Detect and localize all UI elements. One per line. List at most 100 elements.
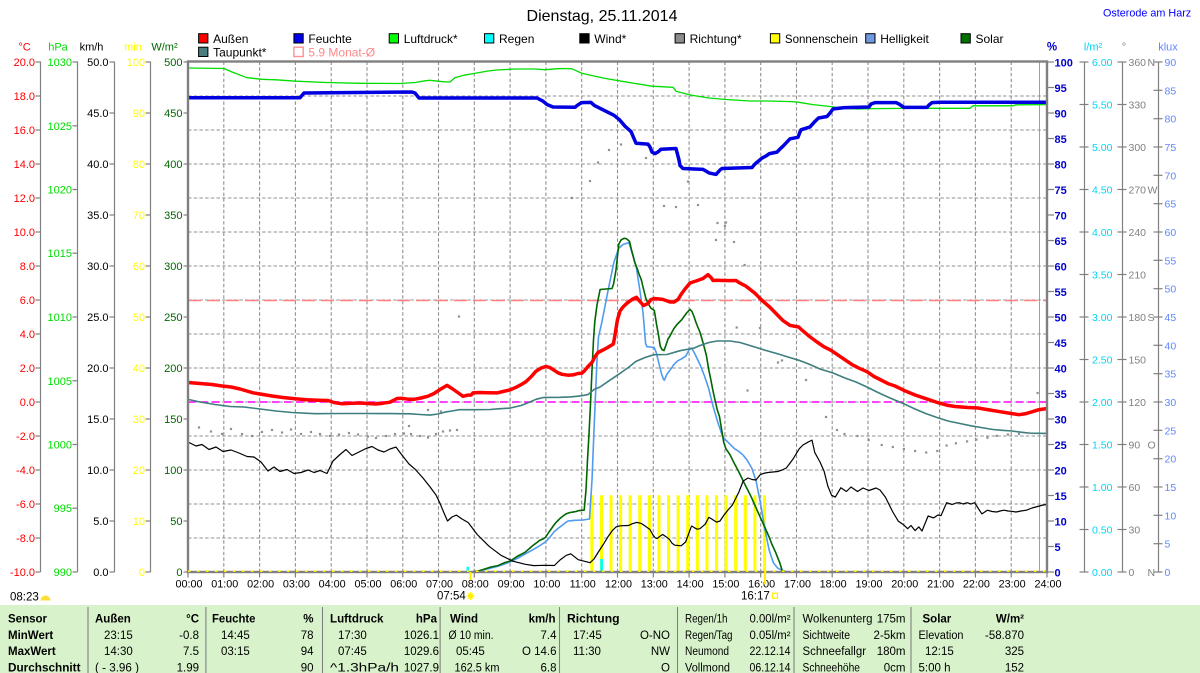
svg-text:hPa: hPa: [416, 614, 438, 626]
svg-text:Schneehöhe: Schneehöhe: [803, 662, 861, 673]
svg-text:6.8: 6.8: [541, 662, 557, 673]
svg-text:2-5km: 2-5km: [874, 630, 906, 642]
svg-text:W/m²: W/m²: [996, 614, 1024, 626]
svg-text:90: 90: [133, 108, 145, 120]
svg-text:20.0: 20.0: [87, 363, 108, 375]
svg-text:Regen: Regen: [499, 32, 534, 46]
svg-text:75: 75: [1055, 185, 1067, 197]
svg-text:Solar: Solar: [976, 32, 1004, 46]
svg-text:22:00: 22:00: [963, 579, 990, 591]
svg-text:07:54: 07:54: [437, 591, 466, 603]
svg-text:23:00: 23:00: [999, 579, 1026, 591]
svg-text:12:00: 12:00: [605, 579, 632, 591]
svg-text:-2.0: -2.0: [16, 431, 35, 443]
svg-text:10:00: 10:00: [533, 579, 560, 591]
svg-text:km/h: km/h: [529, 614, 556, 626]
svg-text:200: 200: [164, 363, 182, 375]
svg-text:70: 70: [1165, 170, 1177, 182]
svg-text:1027.9: 1027.9: [404, 662, 439, 673]
svg-text:990: 990: [54, 567, 72, 579]
svg-text:Richtung: Richtung: [567, 614, 620, 626]
svg-text:Richtung*: Richtung*: [690, 32, 742, 46]
svg-text:hPa: hPa: [48, 42, 68, 54]
svg-text:16:00: 16:00: [748, 579, 775, 591]
svg-text:-0.8: -0.8: [179, 630, 199, 642]
svg-text:78: 78: [301, 630, 314, 642]
svg-text:270: 270: [1129, 185, 1147, 197]
svg-text:0: 0: [176, 567, 182, 579]
svg-text:N: N: [1148, 57, 1156, 69]
svg-text:45.0: 45.0: [87, 108, 108, 120]
svg-text:3.00: 3.00: [1092, 312, 1113, 324]
svg-text:15: 15: [1055, 491, 1067, 503]
svg-text:50.0: 50.0: [87, 57, 108, 69]
svg-text:13:00: 13:00: [641, 579, 668, 591]
svg-text:Taupunkt*: Taupunkt*: [213, 45, 267, 59]
svg-text:360: 360: [1129, 57, 1147, 69]
svg-text:18.0: 18.0: [14, 91, 35, 103]
svg-text:10.0: 10.0: [14, 227, 35, 239]
svg-text:60: 60: [1055, 262, 1067, 274]
svg-text:14:45: 14:45: [221, 630, 250, 642]
svg-text:l/m²: l/m²: [1084, 42, 1103, 54]
svg-text:Feuchte: Feuchte: [308, 32, 352, 46]
svg-text:Außen: Außen: [213, 32, 248, 46]
svg-text:100: 100: [1055, 58, 1073, 70]
svg-text:152: 152: [1005, 662, 1024, 673]
svg-text:180m: 180m: [877, 646, 906, 658]
svg-text:995: 995: [54, 503, 72, 515]
svg-text:S: S: [1148, 312, 1155, 324]
svg-text:^1.3hPa/h: ^1.3hPa/h: [330, 662, 399, 673]
svg-text:210: 210: [1129, 270, 1147, 282]
svg-text:Helligkeit: Helligkeit: [880, 32, 929, 46]
svg-text:80: 80: [1055, 160, 1067, 172]
svg-text:Schneefallgr: Schneefallgr: [803, 646, 867, 658]
svg-text:5.9 Monat-Ø: 5.9 Monat-Ø: [308, 45, 375, 59]
svg-text:Luftdruck*: Luftdruck*: [404, 32, 458, 46]
svg-text:Elevation: Elevation: [919, 630, 964, 642]
svg-text:24:00: 24:00: [1034, 579, 1061, 591]
svg-text:15.0: 15.0: [87, 414, 108, 426]
svg-text:21:00: 21:00: [927, 579, 954, 591]
svg-text:20:00: 20:00: [891, 579, 918, 591]
svg-text:175m: 175m: [877, 614, 906, 626]
svg-text:90: 90: [1129, 440, 1141, 452]
svg-text:70: 70: [133, 210, 145, 222]
svg-text:10: 10: [133, 516, 145, 528]
svg-text:MinWert: MinWert: [8, 630, 53, 642]
svg-text:Vollmond: Vollmond: [685, 662, 730, 673]
svg-text:30: 30: [1165, 397, 1177, 409]
svg-text:1010: 1010: [48, 312, 72, 324]
svg-text:W/m²: W/m²: [151, 42, 178, 54]
svg-text:1.50: 1.50: [1092, 440, 1113, 452]
svg-text:12:15: 12:15: [925, 646, 954, 658]
svg-text:60: 60: [1129, 482, 1141, 494]
svg-text:4.0: 4.0: [20, 329, 35, 341]
svg-text:O: O: [1148, 440, 1156, 452]
svg-text:17:30: 17:30: [338, 630, 367, 642]
svg-text:20: 20: [133, 465, 145, 477]
svg-text:85: 85: [1055, 134, 1067, 146]
svg-text:90: 90: [1055, 109, 1067, 121]
svg-text:5: 5: [1055, 542, 1061, 554]
svg-text:1025: 1025: [48, 121, 72, 133]
svg-text:1020: 1020: [48, 185, 72, 197]
svg-text:5.0: 5.0: [93, 516, 108, 528]
svg-text:17:45: 17:45: [573, 630, 602, 642]
svg-text:MaxWert: MaxWert: [8, 646, 56, 658]
svg-text:1000: 1000: [48, 440, 72, 452]
svg-text:-58.870: -58.870: [985, 630, 1024, 642]
svg-text:15:00: 15:00: [712, 579, 739, 591]
svg-text:5.00: 5.00: [1092, 142, 1113, 154]
svg-text:325: 325: [1005, 646, 1024, 658]
svg-text:0: 0: [1165, 567, 1171, 579]
svg-text:14:00: 14:00: [677, 579, 704, 591]
svg-text:4.50: 4.50: [1092, 185, 1113, 197]
svg-text:05:45: 05:45: [456, 646, 485, 658]
svg-text:0: 0: [139, 567, 145, 579]
svg-text:30: 30: [1129, 525, 1141, 537]
svg-text:Ø 10 min.: Ø 10 min.: [449, 630, 494, 642]
svg-text:45: 45: [1055, 338, 1067, 350]
svg-text:17:00: 17:00: [784, 579, 811, 591]
svg-text:09:00: 09:00: [498, 579, 525, 591]
